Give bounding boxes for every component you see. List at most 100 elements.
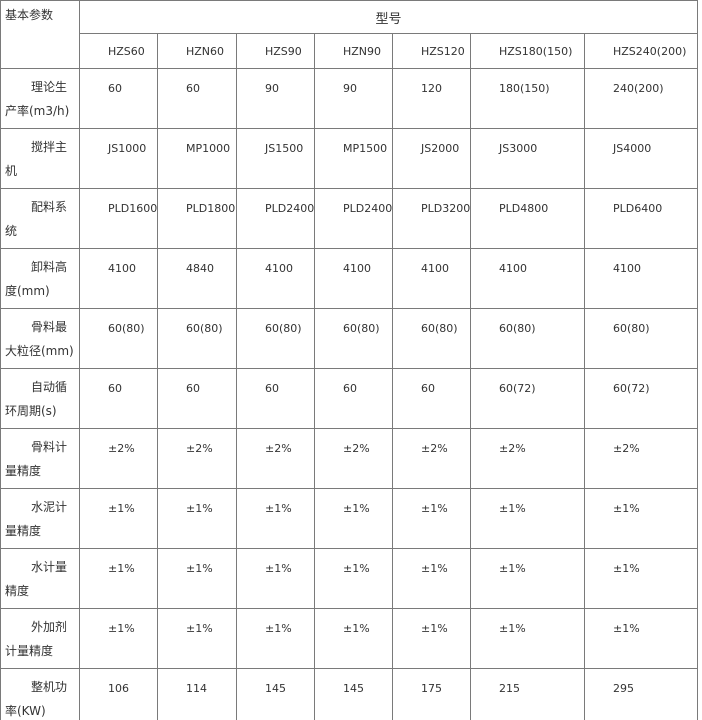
data-cell: ±1%: [236, 608, 315, 669]
row-label: 配料系统: [0, 188, 80, 249]
data-cell: 60: [157, 68, 237, 129]
data-cell: 145: [314, 668, 393, 720]
data-cell: ±1%: [392, 608, 471, 669]
data-cell: ±1%: [79, 608, 158, 669]
data-cell: ±1%: [314, 608, 393, 669]
row-label: 整机功率(KW): [0, 668, 80, 720]
data-cell: ±1%: [157, 488, 237, 549]
data-cell: 60(80): [314, 308, 393, 369]
data-cell: ±2%: [314, 428, 393, 489]
data-cell: 114: [157, 668, 237, 720]
data-cell: 60: [314, 368, 393, 429]
data-cell: PLD2400: [314, 188, 393, 249]
data-cell: PLD3200: [392, 188, 471, 249]
data-cell: 240(200): [584, 68, 698, 129]
data-cell: ±1%: [157, 608, 237, 669]
data-row: 配料系统 PLD1600 PLD1800 PLD2400 PLD2400 PLD3200 P…: [0, 188, 698, 249]
data-cell: ±1%: [470, 608, 585, 669]
data-row: 整机功率(KW) 106 114 145 145 175 215 295: [0, 668, 698, 720]
data-cell: ±1%: [584, 548, 698, 609]
data-row: 理论生产率(m3/h) 60 60 90 90 120 180(150) 240(200): [0, 68, 698, 129]
data-cell: 60: [392, 368, 471, 429]
data-cell: ±1%: [236, 488, 315, 549]
row-label: 骨料计量精度: [0, 428, 80, 489]
header-row: 基本参数 型号: [0, 0, 698, 69]
corner-header: 基本参数: [0, 0, 80, 69]
model-name: HZS180(150): [470, 33, 585, 69]
data-cell: PLD6400: [584, 188, 698, 249]
data-cell: 60(80): [157, 308, 237, 369]
model-name: HZS120: [392, 33, 471, 69]
data-cell: 175: [392, 668, 471, 720]
data-cell: 60: [157, 368, 237, 429]
data-cell: PLD2400: [236, 188, 315, 249]
data-cell: ±2%: [79, 428, 158, 489]
data-cell: ±1%: [470, 548, 585, 609]
data-cell: 90: [236, 68, 315, 129]
data-cell: ±1%: [392, 488, 471, 549]
model-row: HZS60 HZN60 HZS90 HZN90 HZS120 HZS180(150) HZS…: [1, 33, 698, 69]
data-cell: 60(72): [584, 368, 698, 429]
data-cell: ±1%: [584, 488, 698, 549]
data-row: 搅拌主机 JS1000 MP1000 JS1500 MP1500 JS2000 JS3000…: [0, 128, 698, 189]
data-cell: 60: [236, 368, 315, 429]
data-cell: PLD1800: [157, 188, 237, 249]
data-cell: 180(150): [470, 68, 585, 129]
data-cell: JS2000: [392, 128, 471, 189]
group-header: 型号: [79, 0, 698, 34]
data-cell: ±1%: [314, 548, 393, 609]
data-cell: 60(72): [470, 368, 585, 429]
data-cell: PLD4800: [470, 188, 585, 249]
data-cell: ±1%: [314, 488, 393, 549]
data-cell: JS1500: [236, 128, 315, 189]
row-label: 卸料高度(mm): [0, 248, 80, 309]
data-cell: ±2%: [157, 428, 237, 489]
data-cell: ±1%: [79, 548, 158, 609]
row-label: 外加剂计量精度: [0, 608, 80, 669]
data-cell: 4100: [584, 248, 698, 309]
row-label: 搅拌主机: [0, 128, 80, 189]
data-cell: 4100: [314, 248, 393, 309]
data-cell: 4100: [392, 248, 471, 309]
data-cell: MP1000: [157, 128, 237, 189]
data-cell: ±2%: [470, 428, 585, 489]
model-name: HZN60: [157, 33, 237, 69]
data-row: 水计量精度 ±1% ±1% ±1% ±1% ±1% ±1% ±1%: [0, 548, 698, 609]
data-cell: 60(80): [470, 308, 585, 369]
data-row: 外加剂计量精度 ±1% ±1% ±1% ±1% ±1% ±1% ±1%: [0, 608, 698, 669]
row-label: 理论生产率(m3/h): [0, 68, 80, 129]
data-cell: ±1%: [470, 488, 585, 549]
data-cell: 60(80): [236, 308, 315, 369]
data-cell: ±1%: [157, 548, 237, 609]
model-name: HZS90: [236, 33, 315, 69]
data-row: 水泥计量精度 ±1% ±1% ±1% ±1% ±1% ±1% ±1%: [0, 488, 698, 549]
data-cell: 215: [470, 668, 585, 720]
data-cell: MP1500: [314, 128, 393, 189]
data-row: 骨料最大粒径(mm) 60(80) 60(80) 60(80) 60(80) 60(80)…: [0, 308, 698, 369]
data-cell: 60: [79, 368, 158, 429]
data-cell: JS4000: [584, 128, 698, 189]
data-cell: JS1000: [79, 128, 158, 189]
data-cell: ±1%: [79, 488, 158, 549]
model-name: HZS60: [79, 33, 158, 69]
data-cell: 4840: [157, 248, 237, 309]
data-cell: 60(80): [584, 308, 698, 369]
data-cell: 295: [584, 668, 698, 720]
data-cell: PLD1600: [79, 188, 158, 249]
data-cell: 4100: [470, 248, 585, 309]
row-label: 骨料最大粒径(mm): [0, 308, 80, 369]
data-cell: ±1%: [392, 548, 471, 609]
row-label: 自动循环周期(s): [0, 368, 80, 429]
data-cell: 4100: [79, 248, 158, 309]
data-cell: 106: [79, 668, 158, 720]
model-name: HZN90: [314, 33, 393, 69]
data-cell: 120: [392, 68, 471, 129]
data-row: 自动循环周期(s) 60 60 60 60 60 60(72) 60(72): [0, 368, 698, 429]
data-cell: 145: [236, 668, 315, 720]
data-cell: JS3000: [470, 128, 585, 189]
data-cell: ±2%: [584, 428, 698, 489]
data-cell: ±1%: [236, 548, 315, 609]
data-cell: 4100: [236, 248, 315, 309]
